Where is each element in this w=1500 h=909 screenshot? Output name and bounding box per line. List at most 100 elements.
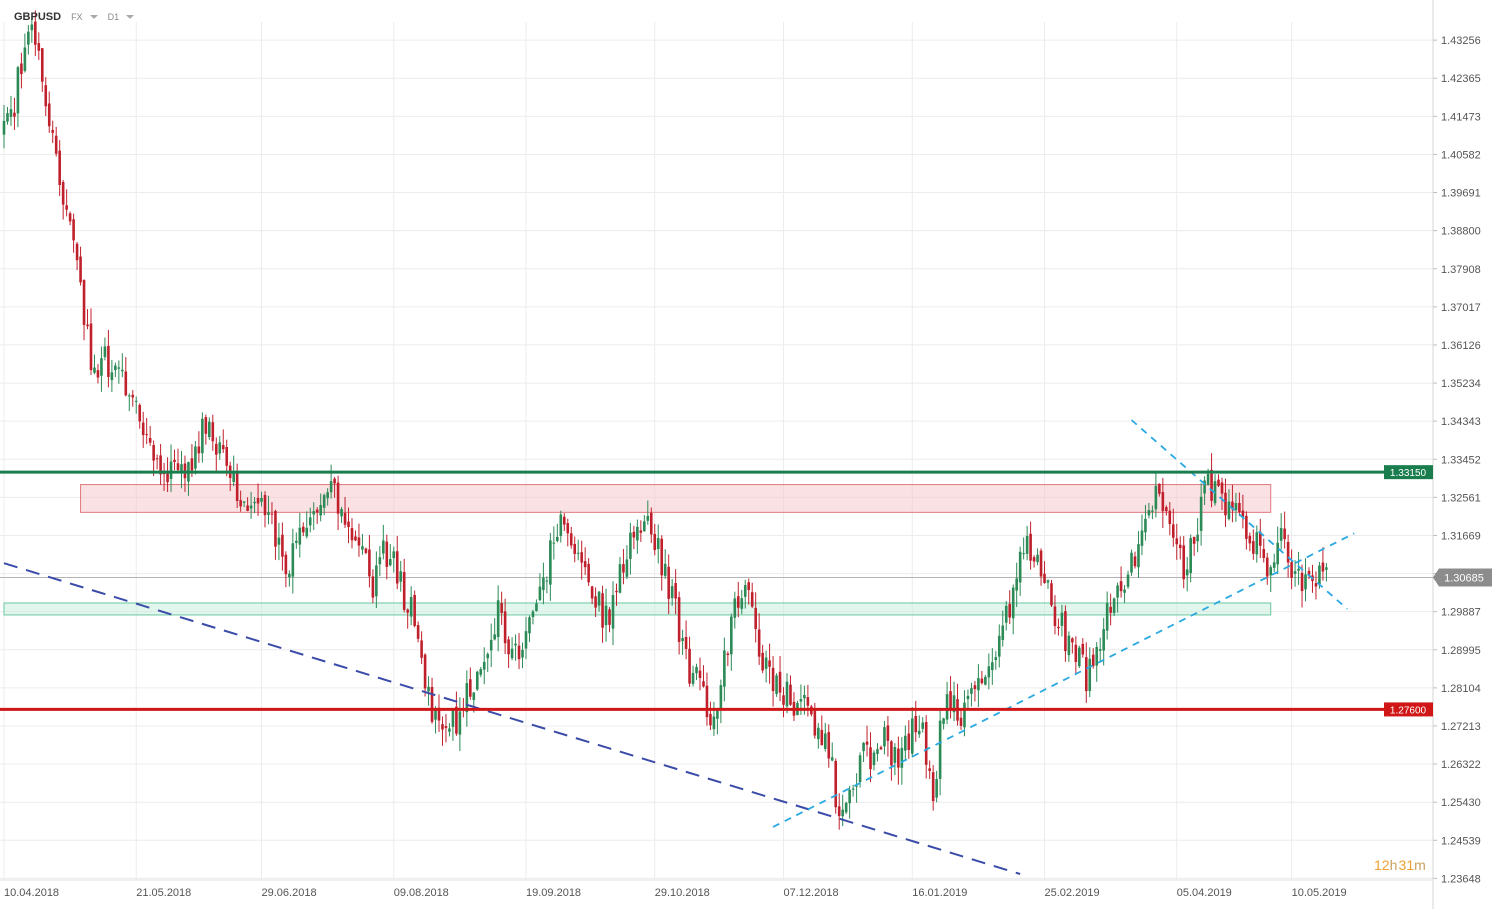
candle-bear[interactable]: [176, 463, 180, 471]
candle-bull[interactable]: [114, 365, 117, 371]
candle-bull[interactable]: [1279, 528, 1283, 541]
candle-bear[interactable]: [632, 531, 636, 538]
candle-bull[interactable]: [482, 661, 486, 670]
candle-bear[interactable]: [343, 512, 347, 525]
candle-bear[interactable]: [736, 596, 740, 608]
candle-bear[interactable]: [507, 639, 510, 655]
candle-bull[interactable]: [872, 752, 876, 766]
candle-bear[interactable]: [778, 671, 782, 693]
candle-bull[interactable]: [1060, 612, 1064, 626]
candle-bear[interactable]: [72, 219, 75, 241]
candle-bull[interactable]: [253, 501, 256, 504]
candle-bear[interactable]: [1220, 482, 1224, 494]
candle-bear[interactable]: [1064, 611, 1067, 652]
candle-bear[interactable]: [660, 538, 664, 576]
candle-bull[interactable]: [1046, 580, 1050, 583]
candle-bear[interactable]: [420, 640, 423, 658]
candle-bear[interactable]: [333, 478, 336, 484]
candle-bull[interactable]: [604, 605, 608, 626]
candle-bull[interactable]: [997, 635, 1001, 657]
candle-bull[interactable]: [851, 788, 855, 790]
candle-bull[interactable]: [910, 718, 914, 754]
candle-bull[interactable]: [817, 727, 820, 740]
candle-bear[interactable]: [684, 636, 688, 649]
candle-bull[interactable]: [493, 634, 496, 640]
candle-bear[interactable]: [214, 443, 218, 455]
candle-bear[interactable]: [1248, 535, 1252, 544]
candle-bear[interactable]: [705, 685, 709, 718]
candle-bear[interactable]: [155, 458, 159, 460]
candle-bull[interactable]: [1144, 518, 1147, 533]
candle-bull[interactable]: [1189, 538, 1192, 574]
candle-bull[interactable]: [636, 526, 639, 541]
candle-bull[interactable]: [830, 757, 834, 761]
candle-bear[interactable]: [190, 458, 194, 471]
candle-bull[interactable]: [1276, 542, 1279, 565]
candle-bull[interactable]: [27, 31, 30, 45]
candle-bull[interactable]: [16, 67, 20, 114]
candle-bull[interactable]: [298, 527, 302, 545]
candle-bear[interactable]: [239, 500, 242, 507]
candle-bull[interactable]: [1102, 629, 1105, 651]
candle-bear[interactable]: [79, 256, 82, 283]
candle-bull[interactable]: [1234, 503, 1238, 511]
candle-bull[interactable]: [730, 616, 733, 655]
candle-bear[interactable]: [141, 422, 145, 436]
candle-bull[interactable]: [434, 708, 437, 720]
candle-bear[interactable]: [1053, 606, 1057, 627]
candle-bear[interactable]: [166, 471, 169, 483]
candle-bear[interactable]: [86, 324, 89, 327]
candle-bull[interactable]: [305, 527, 309, 537]
candle-bull[interactable]: [1130, 552, 1133, 573]
candle-bear[interactable]: [152, 445, 155, 461]
candle-bear[interactable]: [1321, 562, 1325, 572]
candle-bear[interactable]: [148, 437, 152, 443]
candle-bull[interactable]: [1011, 587, 1015, 619]
candle-bear[interactable]: [1032, 557, 1036, 562]
candle-bear[interactable]: [124, 371, 128, 396]
candle-bear[interactable]: [371, 576, 375, 598]
candle-bear[interactable]: [869, 747, 872, 770]
candle-bear[interactable]: [368, 549, 371, 577]
candle-bull[interactable]: [465, 683, 469, 713]
candle-bear[interactable]: [430, 686, 434, 722]
candle-bull[interactable]: [938, 720, 942, 779]
candle-bull[interactable]: [740, 598, 744, 609]
candle-bear[interactable]: [677, 597, 681, 642]
candle-bull[interactable]: [340, 509, 343, 517]
candle-bull[interactable]: [1036, 554, 1039, 563]
candle-bull[interactable]: [472, 692, 476, 700]
candle-bull[interactable]: [1203, 480, 1206, 494]
candle-bear[interactable]: [197, 446, 201, 454]
candle-bear[interactable]: [1158, 483, 1161, 494]
candle-bear[interactable]: [364, 548, 368, 553]
candle-bear[interactable]: [820, 729, 824, 746]
candle-bull[interactable]: [538, 586, 542, 601]
candle-bull[interactable]: [1067, 635, 1071, 656]
candle-bull[interactable]: [121, 369, 124, 372]
candle-bull[interactable]: [712, 716, 716, 730]
candle-bear[interactable]: [1307, 570, 1311, 576]
timeframe-selector[interactable]: D1: [108, 12, 135, 22]
candle-bear[interactable]: [949, 691, 952, 709]
candle-bull[interactable]: [260, 497, 263, 502]
candle-bull[interactable]: [597, 591, 601, 606]
candle-bull[interactable]: [521, 649, 524, 658]
candle-bear[interactable]: [1057, 626, 1060, 629]
candle-bull[interactable]: [1098, 649, 1102, 651]
candle-bear[interactable]: [455, 706, 458, 734]
candle-bear[interactable]: [768, 660, 771, 667]
candle-bull[interactable]: [917, 730, 921, 735]
candle-bull[interactable]: [858, 755, 862, 783]
candle-bull[interactable]: [921, 722, 925, 729]
candle-bull[interactable]: [1227, 501, 1231, 520]
candle-bear[interactable]: [402, 572, 406, 610]
candle-bear[interactable]: [1178, 544, 1182, 549]
candle-bear[interactable]: [959, 717, 963, 726]
support-zone[interactable]: [3, 602, 1272, 616]
candle-bull[interactable]: [876, 749, 879, 754]
candle-bear[interactable]: [1265, 557, 1269, 577]
candle-bear[interactable]: [1050, 583, 1053, 606]
candle-bear[interactable]: [709, 713, 712, 726]
